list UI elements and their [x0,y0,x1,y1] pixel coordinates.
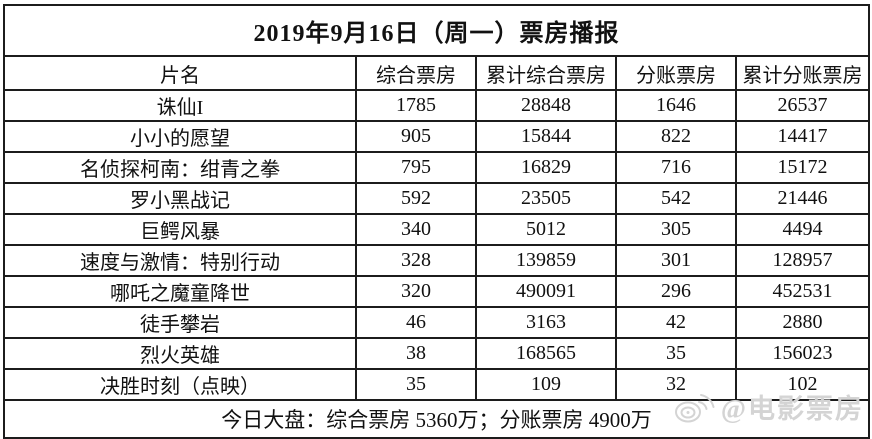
value-cell: 822 [615,120,737,153]
value-cell: 452531 [734,275,871,308]
value-cell: 15172 [734,151,871,184]
value-cell: 296 [615,275,737,308]
value-cell: 1646 [615,89,737,122]
value-cell: 168565 [475,337,617,370]
value-cell: 328 [355,244,477,277]
value-cell: 301 [615,244,737,277]
film-name-cell: 罗小黑战记 [3,182,357,215]
col-header-split-gross: 分账票房 [615,55,737,91]
value-cell: 592 [355,182,477,215]
boxoffice-table: 2019年9月16日（周一）票房播报 片名 综合票房 累计综合票房 分账票房 累… [2,4,871,439]
table-row: 小小的愿望 905 15844 822 14417 [3,120,871,153]
value-cell: 4494 [734,213,871,246]
col-header-cumulative-split-gross: 累计分账票房 [734,55,871,91]
table-row: 巨鳄风暴 340 5012 305 4494 [3,213,871,246]
value-cell: 490091 [475,275,617,308]
value-cell: 716 [615,151,737,184]
value-cell: 16829 [475,151,617,184]
table-row: 罗小黑战记 592 23505 542 21446 [3,182,871,215]
col-header-cumulative-gross: 累计综合票房 [475,55,617,91]
film-name-cell: 哪吒之魔童降世 [3,275,357,308]
value-cell: 305 [615,213,737,246]
value-cell: 42 [615,306,737,339]
column-header-row: 片名 综合票房 累计综合票房 分账票房 累计分账票房 [3,55,871,91]
report-title: 2019年9月16日（周一）票房播报 [2,4,871,57]
value-cell: 32 [615,368,737,401]
value-cell: 28848 [475,89,617,122]
table-row: 徒手攀岩 46 3163 42 2880 [3,306,871,339]
value-cell: 139859 [475,244,617,277]
value-cell: 46 [355,306,477,339]
value-cell: 905 [355,120,477,153]
film-name-cell: 烈火英雄 [3,337,357,370]
value-cell: 5012 [475,213,617,246]
value-cell: 109 [475,368,617,401]
table-row: 烈火英雄 38 168565 35 156023 [3,337,871,370]
table-row: 名侦探柯南：绀青之拳 795 16829 716 15172 [3,151,871,184]
value-cell: 320 [355,275,477,308]
value-cell: 15844 [475,120,617,153]
film-name-cell: 速度与激情：特别行动 [3,244,357,277]
col-header-film-name: 片名 [3,55,357,91]
value-cell: 1785 [355,89,477,122]
value-cell: 21446 [734,182,871,215]
film-name-cell: 小小的愿望 [3,120,357,153]
value-cell: 102 [734,368,871,401]
value-cell: 35 [355,368,477,401]
film-name-cell: 徒手攀岩 [3,306,357,339]
boxoffice-report-page: 2019年9月16日（周一）票房播报 片名 综合票房 累计综合票房 分账票房 累… [2,4,871,439]
value-cell: 23505 [475,182,617,215]
value-cell: 156023 [734,337,871,370]
table-row: 决胜时刻（点映） 35 109 32 102 [3,368,871,401]
table-row: 速度与激情：特别行动 328 139859 301 128957 [3,244,871,277]
totals-row: 今日大盘：综合票房 5360万；分账票房 4900万 [2,399,871,439]
title-row: 2019年9月16日（周一）票房播报 [2,4,871,57]
value-cell: 14417 [734,120,871,153]
value-cell: 3163 [475,306,617,339]
value-cell: 795 [355,151,477,184]
film-name-cell: 名侦探柯南：绀青之拳 [3,151,357,184]
table-row: 诛仙I 1785 28848 1646 26537 [3,89,871,122]
value-cell: 26537 [734,89,871,122]
film-name-cell: 巨鳄风暴 [3,213,357,246]
value-cell: 38 [355,337,477,370]
film-name-cell: 决胜时刻（点映） [3,368,357,401]
value-cell: 2880 [734,306,871,339]
value-cell: 542 [615,182,737,215]
value-cell: 128957 [734,244,871,277]
film-name-cell: 诛仙I [3,89,357,122]
value-cell: 35 [615,337,737,370]
value-cell: 340 [355,213,477,246]
table-row: 哪吒之魔童降世 320 490091 296 452531 [3,275,871,308]
col-header-gross: 综合票房 [355,55,477,91]
daily-total-text: 今日大盘：综合票房 5360万；分账票房 4900万 [2,399,871,439]
